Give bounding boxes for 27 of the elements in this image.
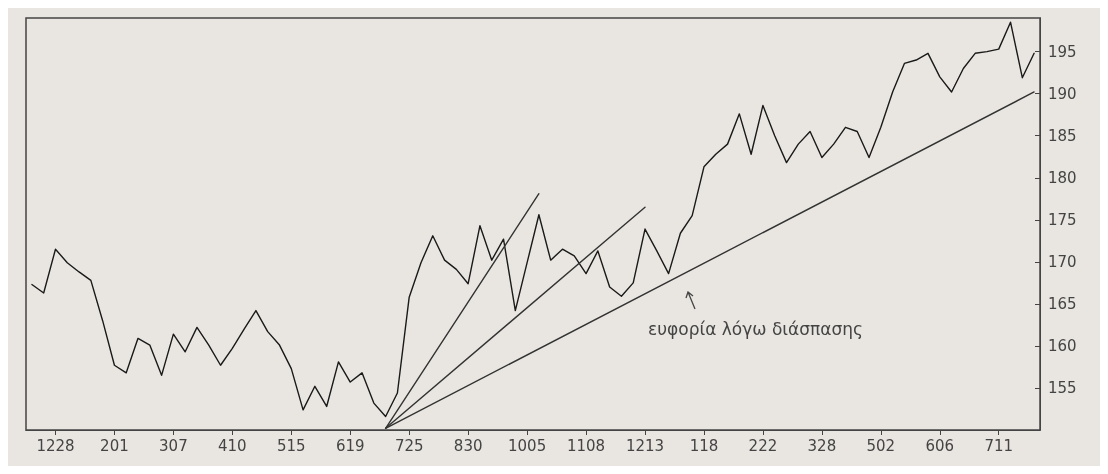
y-tick-label: 195 [1048, 42, 1077, 61]
x-tick-label: 118 [689, 436, 719, 455]
x-tick-label: 830 [453, 436, 483, 455]
y-tick-label: 190 [1048, 84, 1077, 103]
x-tick-label: 1005 [508, 436, 547, 455]
y-tick-label: 180 [1048, 168, 1077, 187]
y-tick-label: 160 [1048, 336, 1077, 355]
y-tick-label: 170 [1048, 252, 1077, 271]
x-tick-label: 201 [100, 436, 129, 455]
x-tick-label: 1228 [36, 436, 75, 455]
x-tick-label: 328 [807, 436, 837, 455]
x-tick-label: 725 [394, 436, 424, 455]
y-tick-label: 185 [1048, 126, 1077, 145]
x-tick-label: 502 [866, 436, 896, 455]
x-tick-label: 606 [925, 436, 955, 455]
x-tick-label: 711 [984, 436, 1014, 455]
x-tick-label: 410 [218, 436, 247, 455]
x-tick-label: 619 [335, 436, 365, 455]
x-tick-label: 1108 [566, 436, 606, 455]
x-tick-label: 222 [748, 436, 778, 455]
x-tick-label: 1213 [625, 436, 665, 455]
x-tick-label: 515 [276, 436, 306, 455]
y-tick-label: 165 [1048, 294, 1077, 313]
y-tick-label: 175 [1048, 210, 1077, 229]
annotation: ευφορία λόγω διάσπασης [648, 318, 864, 339]
x-tick-label: 307 [159, 436, 188, 455]
y-tick-label: 155 [1048, 378, 1077, 397]
